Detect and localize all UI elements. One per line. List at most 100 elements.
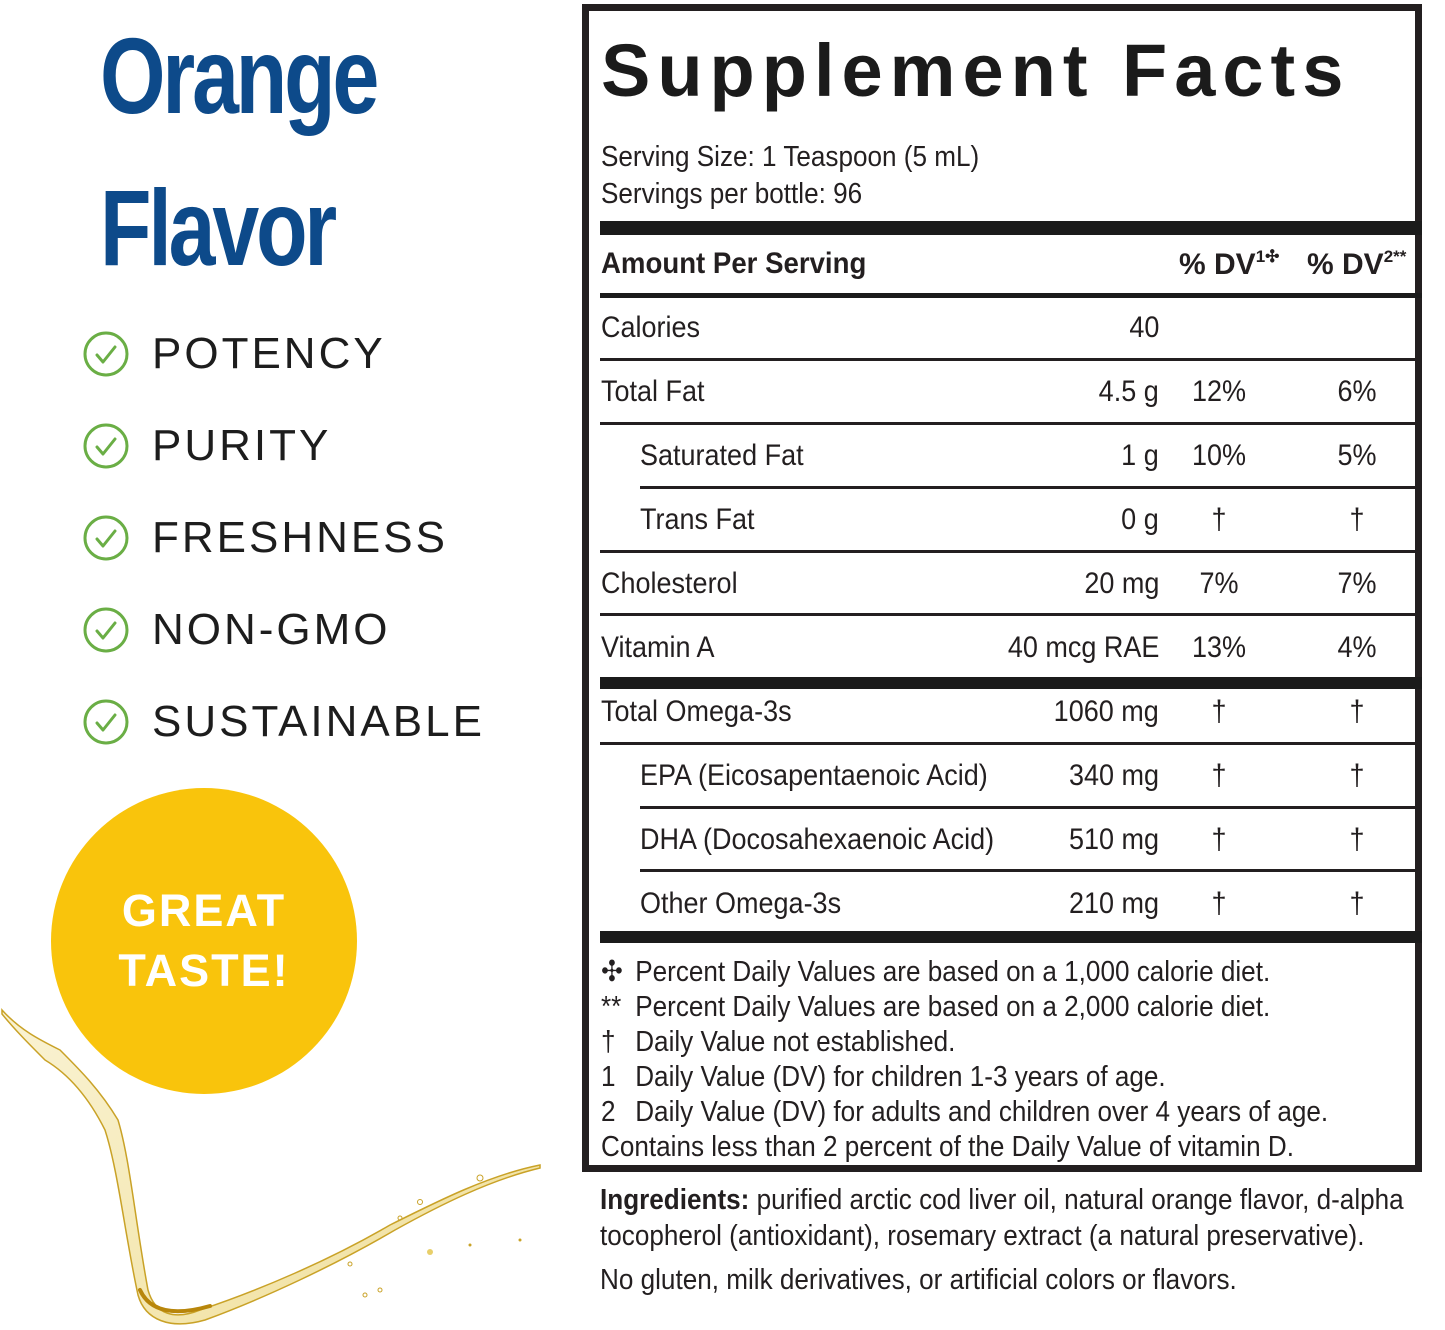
benefits-list: POTENCY PURITY FRESHNESS NON-GMO SUSTAIN… xyxy=(82,308,485,768)
nutrient-amount: 0 g xyxy=(1121,503,1159,536)
serving-info: Serving Size: 1 Teaspoon (5 mL) Servings… xyxy=(601,139,979,213)
badge-line-1: GREAT xyxy=(121,885,287,936)
nutrient-name: Total Fat xyxy=(601,375,705,408)
benefit-item: SUSTAINABLE xyxy=(82,676,485,768)
nutrient-dv1: 13% xyxy=(1191,631,1247,664)
benefit-label: FRESHNESS xyxy=(152,513,448,562)
oil-splash-image xyxy=(1,1008,541,1325)
dv2-label: % DV xyxy=(1307,248,1384,281)
nutrient-amount: 210 mg xyxy=(1068,887,1159,920)
nutrient-row: Cholesterol 20 mg 7% 7% xyxy=(589,557,1415,617)
nutrient-name: EPA (Eicosapentaenoic Acid) xyxy=(640,759,988,792)
benefit-item: FRESHNESS xyxy=(82,492,485,584)
check-circle-icon xyxy=(83,699,129,745)
nutrient-dv2: † xyxy=(1349,695,1365,728)
supplement-facts-panel: Supplement Facts Serving Size: 1 Teaspoo… xyxy=(582,4,1422,1172)
nutrient-amount: 1060 mg xyxy=(1053,695,1159,728)
nutrient-dv1: 12% xyxy=(1191,375,1247,408)
benefit-item: NON-GMO xyxy=(82,584,485,676)
footnote: 2 Daily Value (DV) for adults and childre… xyxy=(601,1095,1328,1130)
nutrient-name: Total Omega-3s xyxy=(601,695,792,728)
nutrient-dv2: 7% xyxy=(1337,567,1377,600)
amount-per-serving-header: Amount Per Serving xyxy=(601,247,867,280)
divider-thin xyxy=(600,613,1422,616)
nutrient-row: Other Omega-3s 210 mg † † xyxy=(589,877,1415,937)
benefit-item: POTENCY xyxy=(82,308,485,400)
nutrient-name: Other Omega-3s xyxy=(640,887,842,920)
nutrient-row: Calories 40 xyxy=(589,301,1415,361)
badge-line-2: TASTE! xyxy=(118,945,290,996)
nutrient-dv2: † xyxy=(1349,887,1365,920)
dv1-superscript: 1✣ xyxy=(1255,247,1280,266)
benefit-label: PURITY xyxy=(152,421,332,470)
ingredients-label: Ingredients: xyxy=(600,1184,750,1216)
nutrient-row: Saturated Fat 1 g 10% 5% xyxy=(589,429,1415,489)
divider-thin xyxy=(600,742,1422,745)
free-from-statement: No gluten, milk derivatives, or artifici… xyxy=(600,1264,1237,1296)
nutrient-dv1: † xyxy=(1211,823,1227,856)
flavor-title-line-1: Orange xyxy=(100,15,379,136)
footnote: † Daily Value not established. xyxy=(601,1025,1328,1060)
footnote: Contains less than 2 percent of the Dail… xyxy=(601,1130,1328,1165)
nutrient-dv1: 7% xyxy=(1199,567,1239,600)
benefit-item: PURITY xyxy=(82,400,485,492)
check-circle-icon xyxy=(83,423,129,469)
serving-size: Serving Size: 1 Teaspoon (5 mL) xyxy=(601,141,980,173)
nutrient-dv1: † xyxy=(1211,759,1227,792)
check-circle-icon xyxy=(83,607,129,653)
nutrient-name: Trans Fat xyxy=(640,503,755,536)
nutrient-dv1: † xyxy=(1211,887,1227,920)
footnote: ✣ Percent Daily Values are based on a 1,0… xyxy=(601,955,1328,990)
nutrient-amount: 20 mg xyxy=(1083,567,1159,600)
divider-thin xyxy=(600,358,1422,361)
divider-thick xyxy=(600,221,1422,235)
nutrient-dv2: 5% xyxy=(1337,439,1377,472)
footnote-text: Percent Daily Values are based on a 1,00… xyxy=(635,956,1271,988)
nutrient-row: Trans Fat 0 g † † xyxy=(589,493,1415,553)
divider-thin xyxy=(640,486,1422,489)
nutrient-row: DHA (Docosahexaenoic Acid) 510 mg † † xyxy=(589,813,1415,873)
nutrient-name: DHA (Docosahexaenoic Acid) xyxy=(640,823,995,856)
dv2-superscript: 2** xyxy=(1383,247,1407,266)
nutrient-amount: 40 xyxy=(1128,311,1159,344)
nutrient-row: Total Fat 4.5 g 12% 6% xyxy=(589,365,1415,425)
footnote-symbol: ✣ xyxy=(601,956,623,988)
nutrient-amount: 40 mcg RAE xyxy=(1007,631,1159,664)
benefit-label: POTENCY xyxy=(152,329,386,378)
footnote-text: Daily Value not established. xyxy=(635,1026,956,1058)
great-taste-badge: GREAT TASTE! xyxy=(51,788,357,1094)
nutrient-dv2: 4% xyxy=(1337,631,1377,664)
nutrient-amount: 1 g xyxy=(1121,439,1159,472)
divider-thin xyxy=(640,806,1422,809)
divider-medium xyxy=(600,293,1422,298)
footnote-text: Percent Daily Values are based on a 2,00… xyxy=(635,991,1271,1023)
facts-title: Supplement Facts xyxy=(601,29,1351,112)
nutrient-row: Total Omega-3s 1060 mg † † xyxy=(589,685,1415,745)
benefit-label: NON-GMO xyxy=(152,605,391,654)
footnote-text: Daily Value (DV) for adults and children… xyxy=(635,1096,1329,1128)
ingredients-text: Ingredients: purified arctic cod liver o… xyxy=(600,1182,1428,1254)
nutrient-dv2: † xyxy=(1349,503,1365,536)
divider-thick xyxy=(600,677,1422,689)
flavor-title-line-2: Flavor xyxy=(100,167,337,288)
nutrient-row: EPA (Eicosapentaenoic Acid) 340 mg † † xyxy=(589,749,1415,809)
footnote-symbol: 2 xyxy=(601,1096,616,1128)
nutrient-dv2: † xyxy=(1349,823,1365,856)
footnote-symbol: ** xyxy=(601,991,622,1023)
nutrient-name: Vitamin A xyxy=(601,631,715,664)
nutrient-dv1: † xyxy=(1211,503,1227,536)
nutrient-dv2: 6% xyxy=(1337,375,1377,408)
footnote: 1 Daily Value (DV) for children 1-3 years… xyxy=(601,1060,1328,1095)
dv1-header: % DV1✣ xyxy=(1179,247,1279,282)
check-circle-icon xyxy=(83,515,129,561)
servings-per-bottle: Servings per bottle: 96 xyxy=(601,178,863,210)
nutrient-amount: 4.5 g xyxy=(1098,375,1159,408)
divider-thin xyxy=(640,869,1422,872)
footnote-text: Daily Value (DV) for children 1-3 years … xyxy=(635,1061,1166,1093)
dv2-header: % DV2** xyxy=(1307,247,1406,282)
flavor-title: Orange Flavor xyxy=(100,0,379,304)
nutrient-amount: 340 mg xyxy=(1068,759,1159,792)
footnote-text: Contains less than 2 percent of the Dail… xyxy=(601,1131,1294,1163)
footnote-symbol: 1 xyxy=(601,1061,616,1093)
divider-thin xyxy=(600,422,1422,425)
